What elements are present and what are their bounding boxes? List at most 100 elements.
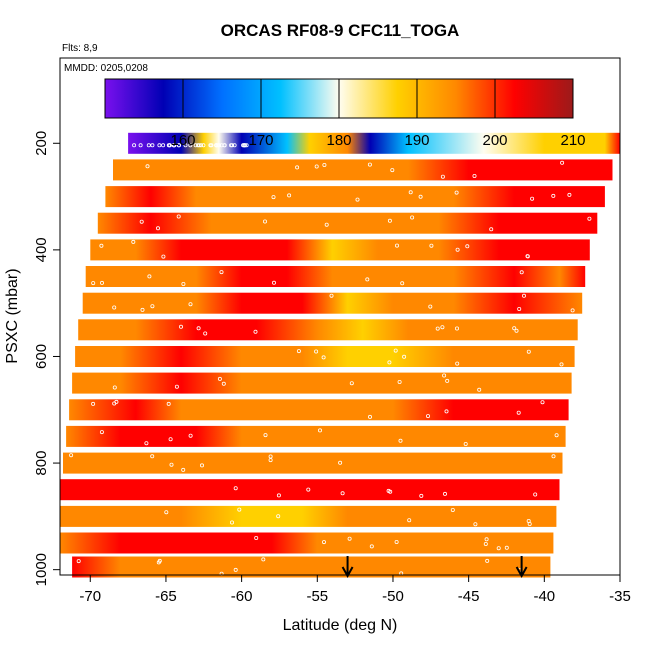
- sample-marker: [317, 428, 322, 433]
- sample-marker: [112, 385, 117, 390]
- sample-marker: [465, 244, 470, 249]
- sample-marker: [418, 194, 423, 199]
- sample-marker: [199, 463, 204, 468]
- sample-marker: [150, 143, 155, 148]
- y-tick-label: 1000: [33, 553, 50, 586]
- sample-marker: [473, 522, 478, 527]
- x-tick-label: -35: [609, 588, 631, 605]
- sample-marker: [394, 243, 399, 248]
- sample-marker: [233, 486, 238, 491]
- sample-marker: [276, 493, 281, 498]
- sample-marker: [157, 143, 162, 148]
- sample-marker: [321, 355, 326, 360]
- sample-marker: [171, 143, 176, 148]
- sample-marker: [242, 143, 247, 148]
- sample-marker: [145, 164, 150, 169]
- sample-marker: [455, 361, 460, 366]
- dates-label: MMDD: 0205,0208: [64, 63, 148, 74]
- sample-marker: [425, 414, 430, 419]
- sample-marker: [262, 219, 267, 224]
- sample-marker: [526, 349, 531, 354]
- heatmap-row-350: [97, 212, 598, 234]
- sample-marker: [463, 441, 468, 446]
- arrow-markers: [341, 556, 528, 579]
- sample-marker: [440, 174, 445, 179]
- sample-marker: [455, 247, 460, 252]
- sample-marker: [338, 460, 343, 465]
- x-tick-label: -55: [306, 588, 328, 605]
- colorbar-tick-label: 170: [248, 132, 273, 149]
- x-tick-label: -65: [155, 588, 177, 605]
- sample-marker: [540, 400, 545, 405]
- sample-marker: [314, 164, 319, 169]
- sample-marker: [517, 306, 522, 311]
- x-tick-label: -45: [458, 588, 480, 605]
- sample-marker: [367, 162, 372, 167]
- sample-marker: [244, 143, 249, 148]
- sample-marker: [296, 349, 301, 354]
- sample-marker: [559, 362, 564, 367]
- heatmap-row-650: [72, 372, 572, 394]
- sample-marker: [263, 433, 268, 438]
- sample-marker: [477, 387, 482, 392]
- sample-marker: [450, 507, 455, 512]
- sample-marker: [329, 293, 334, 298]
- sample-marker: [176, 143, 181, 148]
- heatmap-row-550: [78, 319, 578, 341]
- x-tick-label: -40: [533, 588, 555, 605]
- sample-marker: [445, 378, 450, 383]
- sample-marker: [324, 222, 329, 227]
- sample-marker: [166, 401, 171, 406]
- sample-marker: [91, 401, 96, 406]
- sample-marker: [454, 190, 459, 195]
- sample-marker: [519, 270, 524, 275]
- x-axis: -70 -65 -60 -55 -50 -45 -40 -35: [79, 575, 631, 605]
- sample-marker: [322, 162, 327, 167]
- heatmap-row-250: [113, 159, 613, 181]
- sample-marker: [428, 304, 433, 309]
- sample-marker: [183, 143, 188, 148]
- sample-marker: [181, 467, 186, 472]
- heatmap-row-950: [60, 532, 554, 554]
- sample-marker: [321, 540, 326, 545]
- sample-marker: [485, 558, 490, 563]
- sample-marker: [533, 492, 538, 497]
- sample-marker: [567, 192, 572, 197]
- sample-marker: [429, 243, 434, 248]
- sample-marker: [365, 277, 370, 282]
- sample-marker: [440, 325, 445, 330]
- sample-marker: [483, 542, 488, 547]
- colorbar-tick-label: 210: [560, 132, 585, 149]
- sample-marker: [484, 537, 489, 542]
- sample-marker: [147, 274, 152, 279]
- sample-marker: [340, 491, 345, 496]
- sample-marker: [188, 143, 193, 148]
- sample-marker: [551, 193, 556, 198]
- sample-marker: [408, 190, 413, 195]
- sample-marker: [99, 243, 104, 248]
- sample-marker: [181, 281, 186, 286]
- arrow-marker: [515, 556, 528, 579]
- sample-marker: [295, 165, 300, 170]
- heatmap-row-995: [72, 556, 551, 578]
- sample-markers: [69, 143, 592, 576]
- colorbar-tick-label: 190: [404, 132, 429, 149]
- heatmap-row-450: [85, 266, 586, 287]
- sample-marker: [387, 218, 392, 223]
- sample-marker: [138, 143, 143, 148]
- sample-marker: [155, 226, 160, 231]
- arrow-marker: [341, 556, 354, 579]
- sample-marker: [355, 197, 360, 202]
- sample-marker: [570, 308, 575, 313]
- sample-marker: [410, 215, 415, 220]
- y-tick-label: 400: [33, 237, 50, 262]
- heatmap-row-700: [69, 399, 569, 421]
- sample-marker: [489, 227, 494, 232]
- sample-marker: [388, 489, 393, 494]
- sample-marker: [176, 214, 181, 219]
- sample-marker: [402, 354, 407, 359]
- sample-marker: [193, 143, 198, 148]
- sample-marker: [398, 438, 403, 443]
- sample-marker: [201, 143, 206, 148]
- sample-marker: [167, 143, 172, 148]
